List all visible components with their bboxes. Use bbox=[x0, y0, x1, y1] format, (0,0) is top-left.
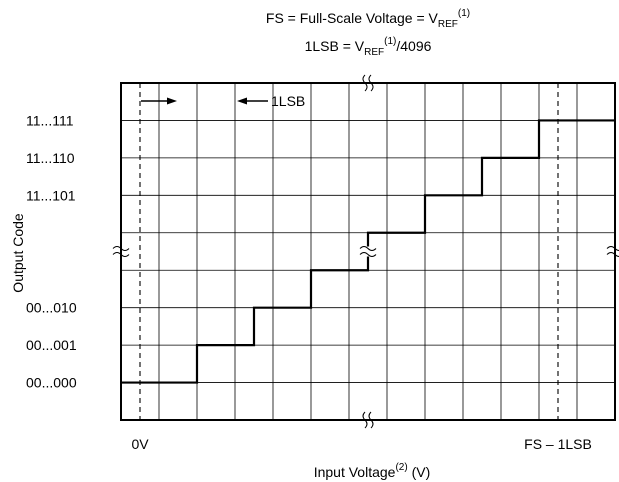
break-mark bbox=[359, 246, 377, 257]
y-tick-label: 00...010 bbox=[26, 300, 77, 316]
title2-sub: REF bbox=[364, 47, 384, 58]
lsb-arrow-right-head bbox=[237, 97, 247, 105]
y-tick-label: 11...111 bbox=[26, 112, 74, 128]
break-tilde bbox=[359, 252, 377, 257]
y-tick-labels: 11...111 11...110 11...101 00...010 00...001… bbox=[26, 112, 77, 390]
y-tick-label: 00...001 bbox=[26, 337, 77, 353]
x-axis-label: Input Voltage(2) (V) bbox=[314, 462, 431, 480]
title2-pre: 1LSB = V bbox=[305, 38, 365, 54]
title1-sup: (1) bbox=[458, 8, 470, 19]
title1-main: FS = Full-Scale Voltage = V bbox=[266, 10, 439, 26]
lsb-annotation-label: 1LSB bbox=[271, 93, 305, 109]
x-tick-label: FS – 1LSB bbox=[524, 436, 592, 452]
title1-sub: REF bbox=[438, 19, 458, 30]
lsb-annotation: 1LSB bbox=[141, 93, 305, 109]
title2-post: /4096 bbox=[396, 38, 431, 54]
y-tick-label: 00...000 bbox=[26, 375, 77, 391]
y-tick-label: 11...110 bbox=[26, 150, 75, 166]
break-mask bbox=[359, 246, 377, 257]
x-tick-labels: 0V FS – 1LSB bbox=[131, 436, 591, 452]
lsb-arrow-left-head bbox=[167, 97, 177, 105]
break-mark bbox=[606, 246, 619, 257]
break-tilde bbox=[359, 246, 377, 251]
title2-sup: (1) bbox=[384, 36, 396, 47]
xlabel-main: Input Voltage bbox=[314, 464, 396, 480]
chart-title-line2: 1LSB = VREF(1)/4096 bbox=[305, 36, 432, 58]
xlabel-sup: (2) bbox=[395, 462, 407, 473]
x-tick-label: 0V bbox=[131, 436, 149, 452]
chart-title-line1: FS = Full-Scale Voltage = VREF(1) bbox=[266, 8, 470, 30]
xlabel-post: (V) bbox=[408, 464, 431, 480]
y-axis-label: Output Code bbox=[10, 213, 26, 293]
break-mask bbox=[606, 246, 619, 257]
y-tick-label: 11...101 bbox=[26, 187, 76, 203]
reference-dashed-lines bbox=[139, 83, 559, 420]
plot-frame bbox=[120, 82, 616, 421]
axis-breaks bbox=[112, 74, 619, 429]
